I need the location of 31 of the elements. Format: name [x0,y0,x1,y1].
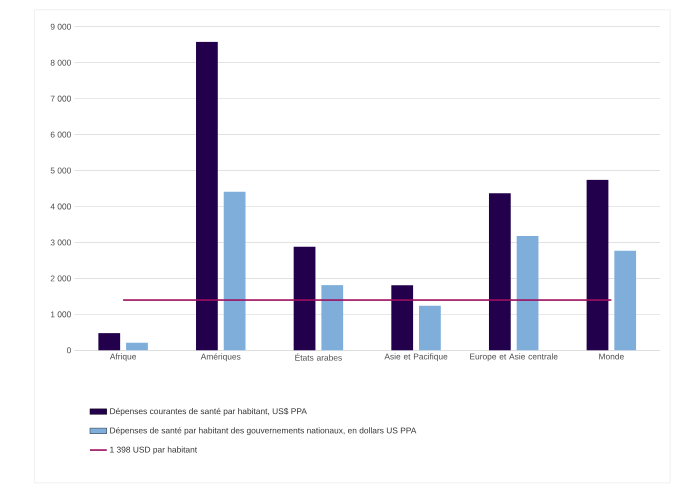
bar [614,250,636,350]
x-tick-label: Asie et Pacifique [384,353,448,362]
x-tick-label: Europe et Asie centrale [470,353,558,362]
bar [126,342,148,350]
y-tick-label: 5 000 [50,168,71,174]
bar [321,285,344,350]
bar [488,193,511,350]
y-tick-label: 2 000 [50,275,71,282]
y-tick-label: 6 000 [50,132,71,138]
x-tick-label: Afrique [110,353,136,362]
y-tick-label: 1 000 [50,311,71,318]
y-tick-label: 9 000 [50,24,71,30]
y-tick-label: 7 000 [50,96,71,102]
x-tick-label: États arabes [295,353,342,361]
bar [391,285,414,350]
y-tick-label: 0 [66,347,71,354]
legend-label: 1 398 USD par habitant [110,446,198,454]
bar [419,306,441,350]
bar [224,192,246,350]
legend-label: Dépenses de santé par habitant des gouvernements nationaux, en dollars US PPA [110,427,416,436]
bar [196,42,218,350]
y-tick-label: 3 000 [50,240,71,246]
bar [98,333,120,350]
y-tick-label: 8 000 [50,60,71,66]
bar [294,246,316,350]
bar [586,180,608,350]
x-tick-label: Monde [599,353,624,360]
x-tick-label: Amériques [200,353,240,362]
y-tick-label: 4 000 [50,204,71,210]
bar [516,236,538,350]
legend-label: Dépenses courantes de santé par habitant, US$ PPA [110,408,307,416]
